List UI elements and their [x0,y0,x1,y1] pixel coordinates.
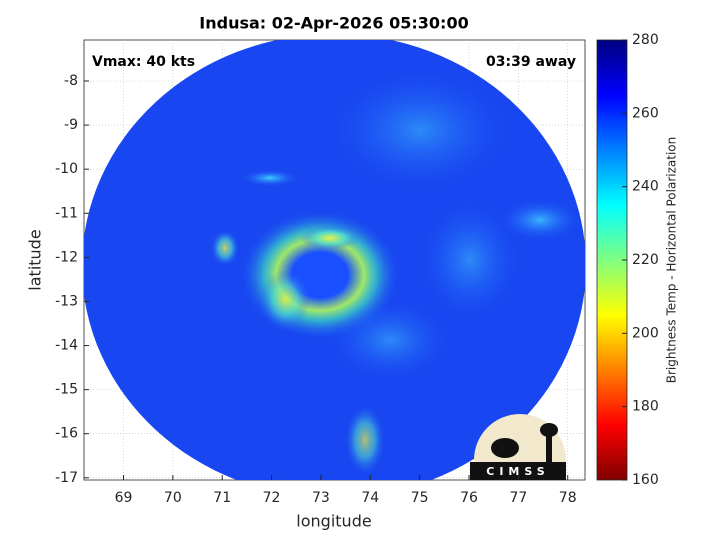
x-tick-label: 73 [312,490,330,506]
annotation: Vmax: 40 kts [92,54,195,70]
x-tick-label: 75 [411,490,429,506]
colorbar-tick-label: 160 [632,472,659,488]
y-tick-label: -12 [55,249,78,265]
x-tick-label: 71 [213,490,231,506]
y-tick-label: -8 [64,73,78,89]
colorbar-tick-label: 240 [632,179,659,195]
colorbar-tick-label: 180 [632,399,659,415]
logo-text: CIMSS [486,465,549,478]
y-tick-label: -15 [55,382,78,398]
y-tick-label: -9 [64,117,78,133]
annotation: 03:39 away [486,54,576,70]
x-tick-label: 77 [509,490,527,506]
y-tick-label: -16 [55,426,78,442]
x-tick-label: 74 [361,490,379,506]
colorbar-tick-label: 220 [632,252,659,268]
logo: CIMSS [470,414,566,480]
x-tick-label: 78 [559,490,577,506]
y-tick-label: -11 [55,205,78,221]
colorbar-tick-label: 260 [632,105,659,121]
swath-image [84,40,585,480]
y-tick-label: -14 [55,338,78,354]
x-tick-label: 72 [263,490,281,506]
y-tick-label: -17 [55,470,78,486]
chart-title: Indusa: 02-Apr-2026 05:30:00 [199,14,468,33]
x-tick-label: 70 [164,490,182,506]
colorbar-tick-label: 200 [632,325,659,341]
y-tick-label: -10 [55,161,78,177]
x-tick-label: 76 [460,490,478,506]
colorbar-label: Brightness Temp - Horizontal Polarizatio… [665,137,679,384]
x-tick-label: 69 [115,490,133,506]
colorbar-tick-label: 280 [632,32,659,48]
y-axis-label: latitude [26,229,45,290]
y-tick-label: -13 [55,293,78,309]
x-axis-label: longitude [296,512,371,531]
